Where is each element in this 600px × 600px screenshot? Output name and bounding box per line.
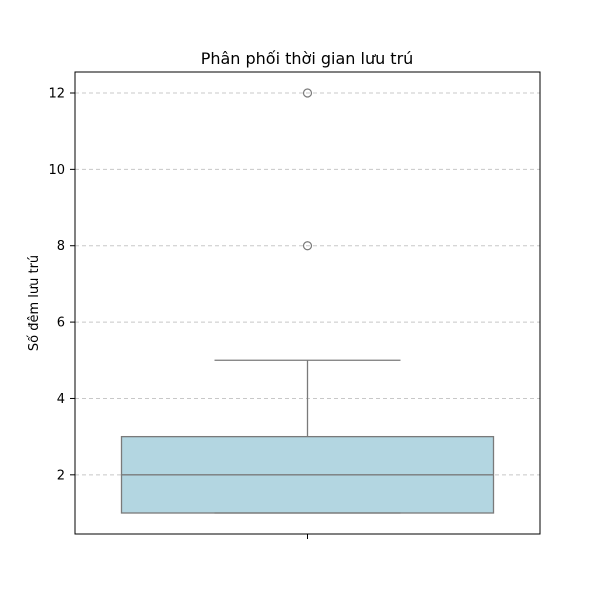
chart-title: Phân phối thời gian lưu trú: [201, 49, 414, 68]
y-tick-label: 6: [57, 316, 65, 331]
y-tick-label: 8: [57, 239, 65, 254]
y-tick-label: 10: [48, 163, 65, 178]
y-tick-label: 12: [48, 87, 65, 102]
plot-marks: [120, 88, 495, 514]
y-tick-label: 4: [57, 392, 65, 407]
y-axis: 2 4 6 8 10 12: [48, 87, 75, 483]
y-tick-label: 2: [57, 468, 65, 483]
y-axis-label: Số đêm lưu trú: [27, 255, 42, 351]
outlier-point: [302, 241, 313, 251]
outlier-point: [302, 88, 313, 98]
